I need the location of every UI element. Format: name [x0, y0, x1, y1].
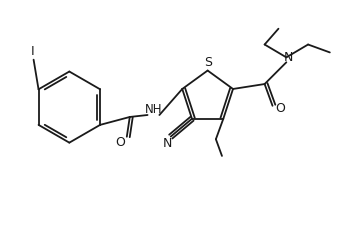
Text: O: O: [115, 136, 125, 149]
Text: N: N: [284, 51, 293, 64]
Text: O: O: [276, 102, 286, 115]
Text: N: N: [163, 137, 173, 150]
Text: S: S: [204, 56, 211, 69]
Text: NH: NH: [145, 103, 162, 116]
Text: I: I: [31, 45, 35, 58]
